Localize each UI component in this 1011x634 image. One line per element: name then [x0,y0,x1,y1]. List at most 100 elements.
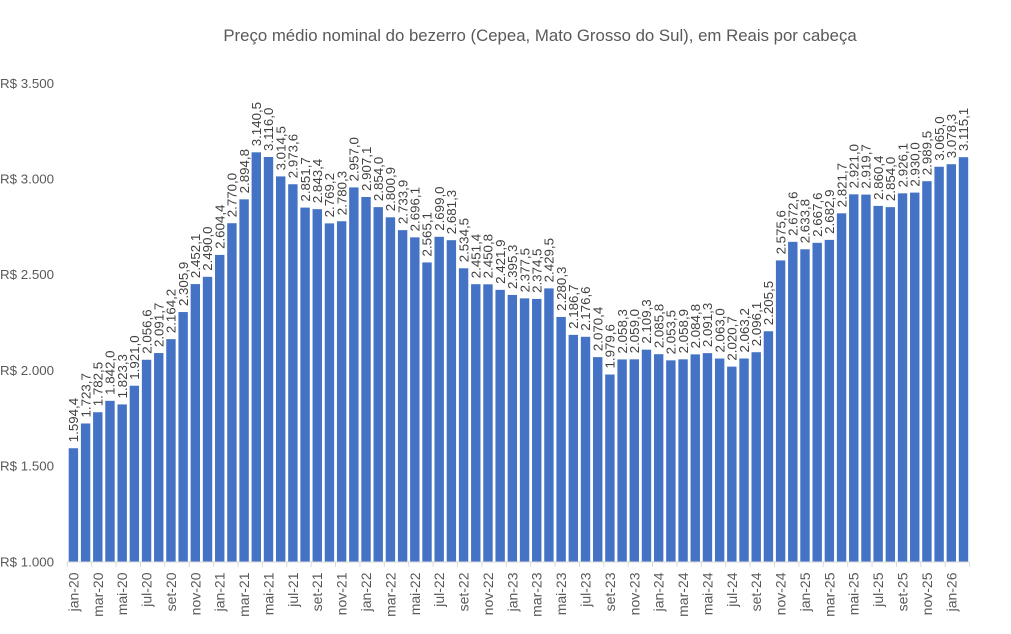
svg-text:mai-25: mai-25 [846,572,862,615]
svg-text:set-23: set-23 [602,572,618,611]
svg-text:2.843,4: 2.843,4 [310,159,325,203]
svg-text:2.490,0: 2.490,0 [200,226,215,270]
svg-text:1.823,3: 1.823,3 [115,354,130,398]
svg-text:2.770,0: 2.770,0 [225,173,240,217]
svg-text:2.926,1: 2.926,1 [895,143,910,187]
svg-text:2.280,3: 2.280,3 [554,267,569,311]
svg-text:3.014,5: 3.014,5 [273,126,288,170]
svg-text:jul-23: jul-23 [577,572,593,607]
svg-text:mar-20: mar-20 [90,572,106,617]
svg-text:2.973,6: 2.973,6 [286,134,301,178]
svg-text:2.058,3: 2.058,3 [615,309,630,353]
svg-text:2.377,5: 2.377,5 [517,248,532,292]
svg-text:2.769,2: 2.769,2 [322,173,337,217]
svg-text:jan-26: jan-26 [943,572,959,612]
svg-text:2.696,1: 2.696,1 [408,187,423,231]
svg-text:nov-21: nov-21 [334,572,350,615]
svg-text:2.091,7: 2.091,7 [151,303,166,347]
svg-text:2.854,0: 2.854,0 [371,157,386,201]
svg-text:2.020,7: 2.020,7 [725,316,740,360]
svg-text:3.078,3: 3.078,3 [944,114,959,158]
svg-text:jul-25: jul-25 [870,572,886,607]
svg-text:mar-22: mar-22 [382,572,398,617]
svg-text:nov-20: nov-20 [187,572,203,615]
svg-text:2.682,9: 2.682,9 [822,190,837,234]
svg-text:2.058,9: 2.058,9 [676,309,691,353]
svg-text:set-20: set-20 [163,572,179,611]
svg-text:jul-24: jul-24 [724,572,740,607]
svg-text:2.534,5: 2.534,5 [456,218,471,262]
svg-text:1.842,0: 1.842,0 [103,350,118,394]
svg-text:3.116,0: 3.116,0 [261,108,276,151]
svg-text:3.115,1: 3.115,1 [956,108,971,151]
svg-text:3.065,0: 3.065,0 [932,116,947,160]
svg-text:mai-20: mai-20 [114,572,130,615]
svg-text:2.176,6: 2.176,6 [578,286,593,330]
svg-text:2.851,7: 2.851,7 [298,157,313,201]
svg-text:2.053,5: 2.053,5 [664,310,679,354]
svg-text:2.780,3: 2.780,3 [334,171,349,215]
svg-text:nov-22: nov-22 [480,572,496,615]
svg-text:jan-23: jan-23 [504,572,520,612]
svg-text:1.594,4: 1.594,4 [66,398,81,442]
svg-text:2.821,7: 2.821,7 [834,163,849,207]
svg-text:2.395,3: 2.395,3 [505,245,520,289]
svg-text:jan-22: jan-22 [358,572,374,612]
svg-text:2.084,8: 2.084,8 [688,304,703,348]
svg-text:2.091,3: 2.091,3 [700,303,715,347]
svg-text:1.979,6: 1.979,6 [603,324,618,368]
svg-text:R$ 2.000: R$ 2.000 [0,363,54,378]
svg-text:2.921,0: 2.921,0 [846,144,861,188]
svg-text:2.989,5: 2.989,5 [920,131,935,175]
svg-text:nov-25: nov-25 [919,572,935,615]
svg-text:2.109,3: 2.109,3 [639,299,654,343]
svg-text:set-21: set-21 [309,572,325,611]
svg-text:2.305,9: 2.305,9 [176,262,191,306]
svg-text:2.374,5: 2.374,5 [529,249,544,293]
svg-text:mar-23: mar-23 [529,572,545,617]
svg-text:2.450,8: 2.450,8 [481,234,496,278]
svg-text:set-25: set-25 [895,572,911,611]
svg-text:R$ 3.500: R$ 3.500 [0,76,54,91]
svg-text:jan-25: jan-25 [797,572,813,612]
svg-text:jan-20: jan-20 [65,572,81,612]
svg-text:R$ 1.500: R$ 1.500 [0,459,54,474]
svg-text:2.957,0: 2.957,0 [347,137,362,181]
svg-text:2.894,8: 2.894,8 [237,149,252,193]
svg-text:2.604,4: 2.604,4 [212,205,227,249]
svg-text:2.085,8: 2.085,8 [651,304,666,348]
svg-text:mai-23: mai-23 [553,572,569,615]
svg-text:2.633,8: 2.633,8 [798,199,813,243]
svg-text:1.723,7: 1.723,7 [78,373,93,417]
svg-text:2.429,5: 2.429,5 [542,238,557,282]
svg-text:2.451,4: 2.451,4 [469,234,484,278]
svg-text:R$ 3.000: R$ 3.000 [0,172,54,187]
svg-text:2.575,6: 2.575,6 [773,210,788,254]
svg-text:jul-20: jul-20 [139,572,155,607]
svg-text:2.681,3: 2.681,3 [444,190,459,234]
svg-text:2.565,1: 2.565,1 [420,212,435,256]
svg-text:jul-22: jul-22 [431,572,447,607]
svg-text:2.667,6: 2.667,6 [810,192,825,236]
svg-text:2.854,0: 2.854,0 [883,157,898,201]
svg-text:2.421,9: 2.421,9 [493,239,508,283]
svg-text:jan-21: jan-21 [212,572,228,612]
svg-text:2.699,0: 2.699,0 [432,186,447,230]
svg-text:jul-21: jul-21 [285,572,301,607]
svg-text:1.921,0: 1.921,0 [127,335,142,379]
svg-text:2.059,0: 2.059,0 [627,309,642,353]
svg-text:mar-21: mar-21 [236,572,252,617]
svg-text:2.672,6: 2.672,6 [786,191,801,235]
svg-text:set-22: set-22 [456,572,472,611]
svg-text:R$ 2.500: R$ 2.500 [0,267,54,282]
svg-text:mar-24: mar-24 [675,572,691,617]
svg-text:2.930,0: 2.930,0 [907,142,922,186]
svg-text:2.919,7: 2.919,7 [859,144,874,188]
svg-text:jan-24: jan-24 [651,572,667,612]
svg-text:2.186,7: 2.186,7 [566,284,581,328]
svg-text:2.733,9: 2.733,9 [395,180,410,224]
svg-text:R$ 1.000: R$ 1.000 [0,554,54,569]
svg-text:2.800,9: 2.800,9 [383,167,398,211]
svg-text:2.860,4: 2.860,4 [871,156,886,200]
svg-text:mai-24: mai-24 [699,572,715,615]
